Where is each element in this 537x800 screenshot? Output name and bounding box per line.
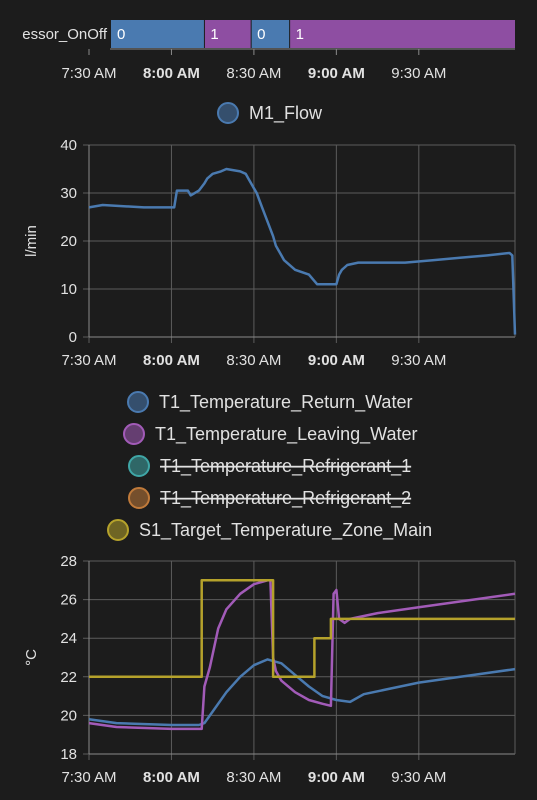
flow-chart: M1_Flow 0 10 20 30 40 7:30 AM 8:00 AM 8:30 AM 9:0…: [23, 102, 517, 369]
x-tick-label: 9:00 AM: [308, 352, 365, 369]
timeline-x-tick-label: 7:30 AM: [61, 65, 116, 82]
y-axis-label: l/min: [23, 225, 40, 257]
y-axis-label: °C: [23, 649, 40, 666]
legend-label: T1_Temperature_Refrigerant_2: [160, 488, 411, 509]
legend-swatch-icon: [123, 423, 145, 445]
x-tick-label: 8:30 AM: [226, 352, 281, 369]
legend-swatch-icon: [127, 391, 149, 413]
legend-label: S1_Target_Temperature_Zone_Main: [139, 520, 432, 541]
legend-label: M1_Flow: [249, 103, 323, 124]
compressor-onoff-timeline: 0 1 0 1 essor_OnOff 7:30 AM 8:00 AM 8:30 AM 9:00…: [22, 20, 515, 82]
series-line-t1-temperature-leaving-water: [88, 579, 516, 731]
legend-swatch-icon: [128, 487, 150, 509]
timeline-segments: 0 1 0 1: [111, 20, 515, 48]
y-tick-label: 22: [60, 669, 77, 686]
legend-item-m1-flow[interactable]: M1_Flow: [217, 102, 323, 124]
series-line-s1-target-temperature-zone-main: [89, 579, 515, 679]
timeline-label: essor_OnOff: [22, 26, 108, 43]
legend-item-t1-temperature-refrigerant-2[interactable]: T1_Temperature_Refrigerant_2: [128, 487, 411, 509]
legend-swatch-icon: [128, 455, 150, 477]
legend-item-t1-temperature-return-water[interactable]: T1_Temperature_Return_Water: [127, 391, 412, 413]
x-tick-label: 7:30 AM: [61, 352, 116, 369]
legend-label: T1_Temperature_Leaving_Water: [155, 424, 417, 445]
legend-item-t1-temperature-refrigerant-1[interactable]: T1_Temperature_Refrigerant_1: [128, 455, 411, 477]
temperature-chart: T1_Temperature_Return_Water T1_Temperatur…: [23, 391, 516, 786]
timeline-x-tick-label: 9:00 AM: [308, 65, 365, 82]
timeline-segment-value: 0: [117, 26, 125, 43]
timeline-segment[interactable]: [251, 20, 290, 48]
x-tick-label: 9:00 AM: [308, 769, 365, 786]
x-tick-label: 8:00 AM: [143, 769, 200, 786]
y-tick-label: 28: [60, 553, 77, 570]
y-tick-label: 20: [60, 707, 77, 724]
y-tick-label: 26: [60, 592, 77, 609]
y-tick-label: 30: [60, 185, 77, 202]
y-tick-label: 10: [60, 281, 77, 298]
timeline-segment-value: 1: [296, 26, 304, 43]
x-tick-label: 7:30 AM: [61, 769, 116, 786]
legend-swatch-icon: [107, 519, 129, 541]
legend-label: T1_Temperature_Refrigerant_1: [160, 456, 411, 477]
legend-item-t1-temperature-leaving-water[interactable]: T1_Temperature_Leaving_Water: [123, 423, 417, 445]
legend-item-s1-target-temperature-zone-main[interactable]: S1_Target_Temperature_Zone_Main: [107, 519, 432, 541]
y-tick-label: 0: [69, 329, 77, 346]
x-tick-label: 9:30 AM: [391, 769, 446, 786]
legend-label: T1_Temperature_Return_Water: [159, 392, 412, 413]
y-tick-label: 18: [60, 746, 77, 763]
timeline-x-tick-label: 9:30 AM: [391, 65, 446, 82]
timeline-segment-value: 1: [210, 26, 218, 43]
y-tick-label: 20: [60, 233, 77, 250]
timeline-segment[interactable]: [289, 20, 515, 48]
x-tick-label: 9:30 AM: [391, 352, 446, 369]
y-tick-label: 40: [60, 137, 77, 154]
timeline-segment[interactable]: [204, 20, 252, 48]
x-tick-label: 8:00 AM: [143, 352, 200, 369]
timeline-x-tick-label: 8:30 AM: [226, 65, 281, 82]
x-tick-label: 8:30 AM: [226, 769, 281, 786]
series-line-m1-flow: [88, 167, 517, 335]
timeline-segment[interactable]: [111, 20, 205, 48]
y-tick-label: 24: [60, 630, 77, 647]
legend-swatch-icon: [217, 102, 239, 124]
timeline-segment-value: 0: [257, 26, 265, 43]
timeline-x-tick-label: 8:00 AM: [143, 65, 200, 82]
